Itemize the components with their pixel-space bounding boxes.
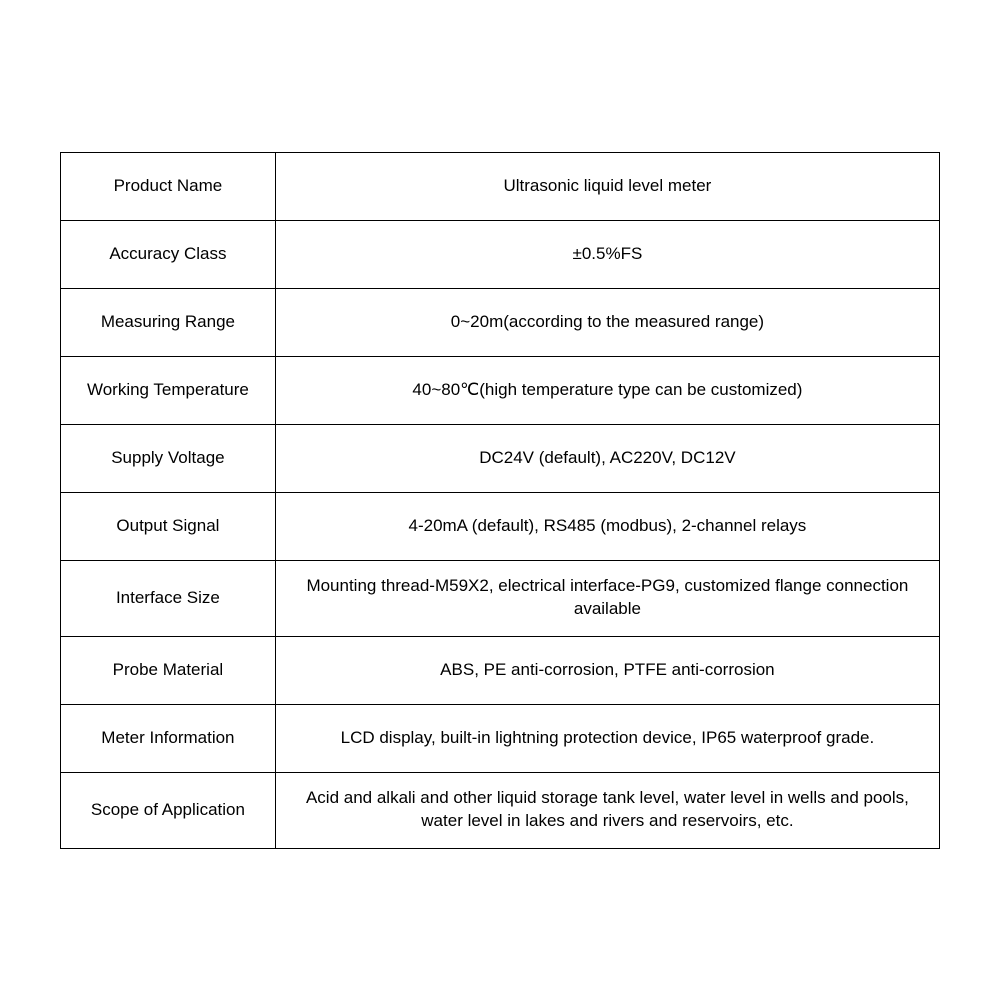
spec-label: Working Temperature bbox=[61, 356, 276, 424]
spec-label: Output Signal bbox=[61, 492, 276, 560]
spec-value: Ultrasonic liquid level meter bbox=[275, 152, 939, 220]
spec-value: Mounting thread-M59X2, electrical interf… bbox=[275, 560, 939, 636]
table-row: Measuring Range 0~20m(according to the m… bbox=[61, 288, 940, 356]
spec-label: Supply Voltage bbox=[61, 424, 276, 492]
spec-label: Measuring Range bbox=[61, 288, 276, 356]
spec-value: ABS, PE anti-corrosion, PTFE anti-corros… bbox=[275, 636, 939, 704]
spec-value: ±0.5%FS bbox=[275, 220, 939, 288]
spec-value: Acid and alkali and other liquid storage… bbox=[275, 772, 939, 848]
table-row: Supply Voltage DC24V (default), AC220V, … bbox=[61, 424, 940, 492]
spec-value: 40~80℃(high temperature type can be cust… bbox=[275, 356, 939, 424]
table-row: Meter Information LCD display, built-in … bbox=[61, 704, 940, 772]
table-row: Interface Size Mounting thread-M59X2, el… bbox=[61, 560, 940, 636]
spec-value: 4-20mA (default), RS485 (modbus), 2-chan… bbox=[275, 492, 939, 560]
spec-label: Probe Material bbox=[61, 636, 276, 704]
spec-label: Product Name bbox=[61, 152, 276, 220]
table-row: Product Name Ultrasonic liquid level met… bbox=[61, 152, 940, 220]
spec-value: DC24V (default), AC220V, DC12V bbox=[275, 424, 939, 492]
table-row: Probe Material ABS, PE anti-corrosion, P… bbox=[61, 636, 940, 704]
table-row: Scope of Application Acid and alkali and… bbox=[61, 772, 940, 848]
spec-label: Accuracy Class bbox=[61, 220, 276, 288]
table-row: Output Signal 4-20mA (default), RS485 (m… bbox=[61, 492, 940, 560]
spec-label: Scope of Application bbox=[61, 772, 276, 848]
spec-value: 0~20m(according to the measured range) bbox=[275, 288, 939, 356]
table-row: Accuracy Class ±0.5%FS bbox=[61, 220, 940, 288]
spec-label: Interface Size bbox=[61, 560, 276, 636]
spec-table: Product Name Ultrasonic liquid level met… bbox=[60, 152, 940, 849]
spec-value: LCD display, built-in lightning protecti… bbox=[275, 704, 939, 772]
table-row: Working Temperature 40~80℃(high temperat… bbox=[61, 356, 940, 424]
spec-label: Meter Information bbox=[61, 704, 276, 772]
spec-table-body: Product Name Ultrasonic liquid level met… bbox=[61, 152, 940, 848]
